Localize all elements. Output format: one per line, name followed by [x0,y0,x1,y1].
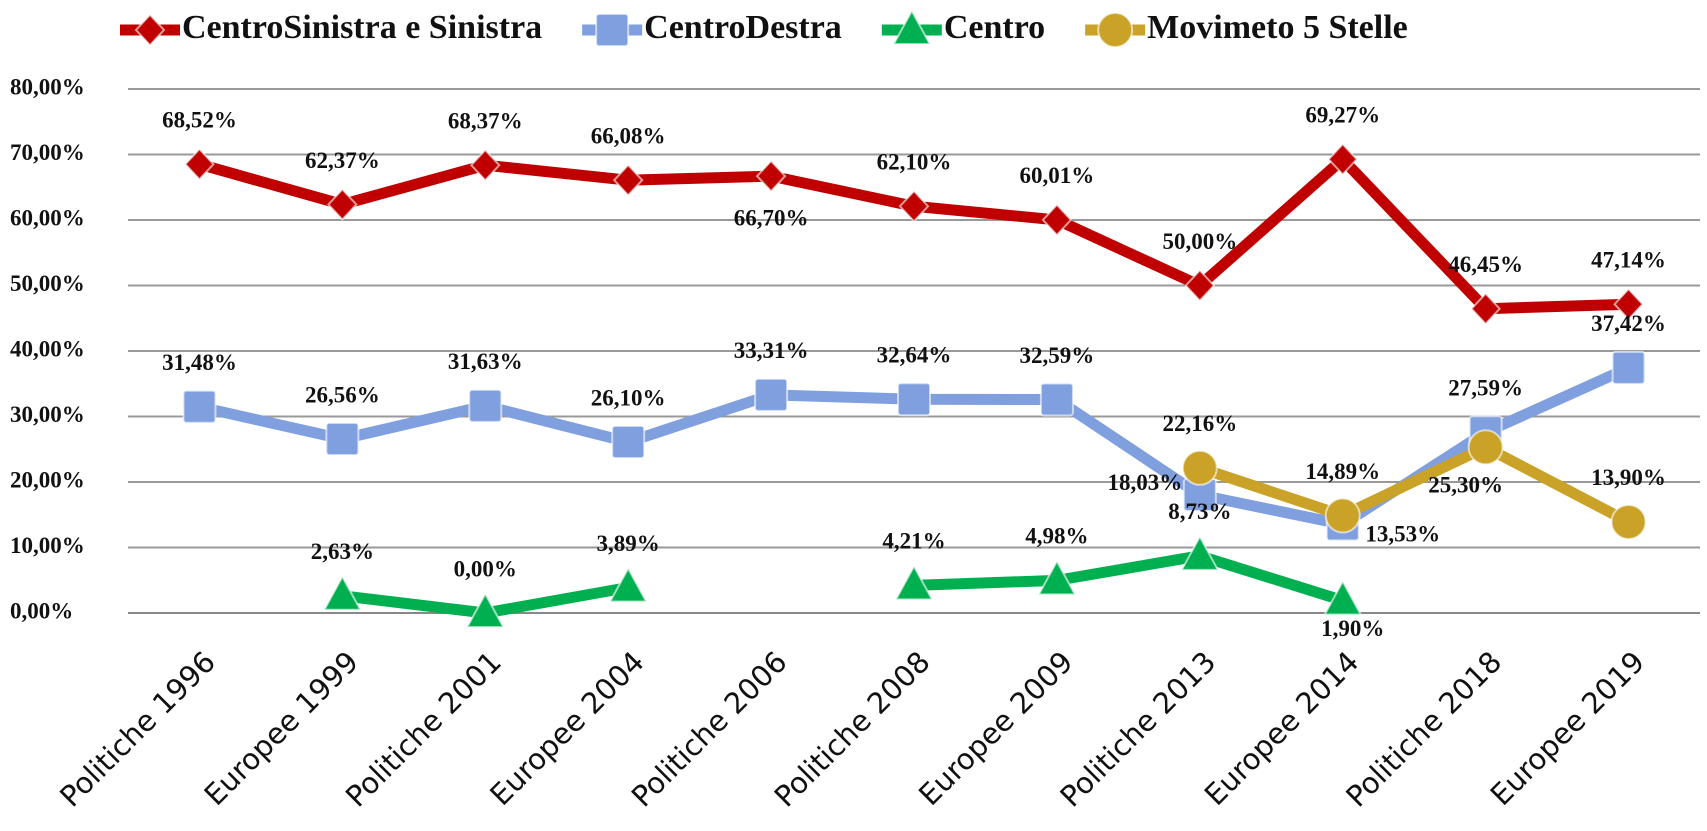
marker [1324,497,1361,534]
data-label: 3,89% [597,531,660,556]
legend-item: Movimeto 5 Stelle [1085,9,1408,48]
marker [469,148,501,182]
marker [1467,429,1504,466]
data-label: 68,52% [162,107,237,132]
marker [468,388,503,423]
series [184,142,1644,326]
marker [754,377,789,412]
series [1181,429,1647,540]
data-label: 25,30% [1428,473,1503,498]
data-label: 0,00% [454,556,517,581]
data-label: 8,73% [1168,499,1231,524]
legend-marker [134,13,166,47]
y-tick-label: 70,00% [10,140,85,165]
legend-label: CentroSinistra e Sinistra [182,9,542,46]
data-label: 60,01% [1020,163,1095,188]
legend-label: Movimeto 5 Stelle [1147,9,1408,46]
data-label: 22,16% [1162,411,1237,436]
legend-label: Centro [944,9,1045,46]
marker [897,382,931,417]
data-label: 33,31% [734,338,809,363]
data-label: 69,27% [1305,103,1380,128]
marker [898,189,930,223]
data-label: 32,59% [1020,343,1095,368]
marker [1611,350,1646,385]
marker [608,566,648,603]
marker [755,159,787,193]
marker [1181,449,1218,486]
data-label: 62,10% [877,150,952,175]
marker [1184,269,1216,302]
data-label: 46,45% [1448,252,1523,277]
marker [611,425,646,460]
marker [325,422,360,457]
series [182,350,1646,542]
data-label: 18,03% [1107,470,1182,495]
data-label: 4,21% [882,529,945,554]
data-label: 26,56% [305,382,380,407]
x-tick-label: Europee 2009 [912,645,1079,812]
data-label: 1,90% [1321,616,1384,641]
data-label: 27,59% [1448,376,1523,401]
marker [1323,579,1363,616]
y-tick-label: 50,00% [10,271,85,296]
y-tick-label: 40,00% [10,336,85,361]
data-label: 31,63% [448,349,523,374]
marker [1613,287,1644,321]
data-label: 50,00% [1162,229,1237,254]
data-label: 62,37% [305,148,380,173]
series-line [1198,441,1632,527]
marker [465,591,505,628]
data-label: 13,53% [1365,522,1440,547]
data-label: 31,48% [162,350,237,375]
data-label: 66,70% [734,205,809,230]
legend-marker [1097,12,1134,48]
data-label: 47,14% [1591,248,1666,273]
marker [1039,382,1074,417]
data-label: 26,10% [591,385,666,410]
x-tick-label: Europee 2019 [1484,645,1651,812]
x-tick-label: Europee 1999 [197,645,364,812]
marker [184,147,215,181]
marker [894,564,934,601]
y-tick-label: 10,00% [10,533,85,558]
legend-item: CentroDestra [582,9,842,47]
legend-marker [892,8,932,45]
marker [1037,559,1077,596]
data-label: 66,08% [591,123,666,148]
x-tick-label: Europee 2014 [1198,645,1365,812]
marker [1470,292,1502,326]
legend-item: Centro [881,8,1045,46]
marker [326,188,358,221]
y-tick-label: 60,00% [10,205,85,230]
legend-label: CentroDestra [644,9,842,46]
legend-item: CentroSinistra e Sinistra [120,9,542,47]
marker [1610,503,1647,540]
data-label: 13,90% [1591,465,1666,490]
marker [1327,142,1359,176]
data-label: 37,42% [1591,311,1666,336]
x-tick-label: Europee 2004 [483,645,650,812]
data-label: 2,63% [311,539,374,564]
marker [182,389,217,424]
marker [322,574,363,611]
marker [612,163,644,197]
data-label: 32,64% [877,342,952,367]
y-tick-label: 80,00% [10,74,85,99]
y-tick-label: 30,00% [10,402,85,427]
y-tick-label: 20,00% [10,467,85,492]
series [322,534,1363,628]
marker [1041,203,1073,237]
data-label: 4,98% [1025,524,1088,549]
legend-marker [595,13,630,47]
data-label: 68,37% [448,108,523,133]
y-tick-label: 0,00% [10,598,73,623]
marker [1180,534,1220,571]
data-label: 14,89% [1305,459,1380,484]
